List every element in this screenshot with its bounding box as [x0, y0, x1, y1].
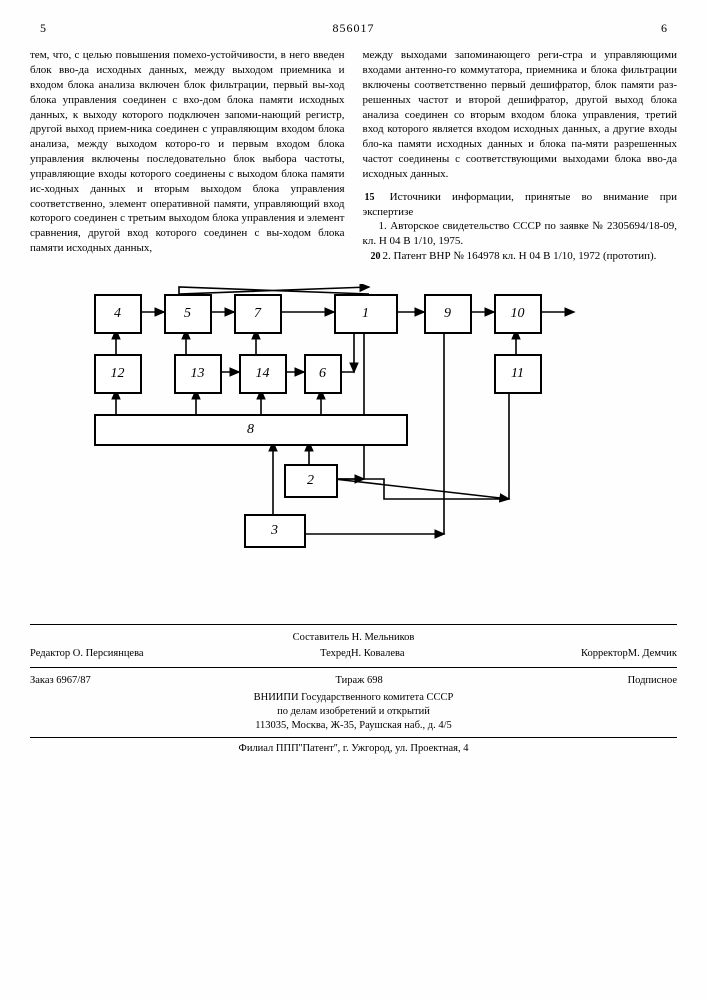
document-number: 856017	[333, 20, 375, 36]
footer-order: Заказ 6967/87	[30, 674, 91, 688]
diagram-box-13: 13	[174, 354, 222, 394]
diagram-box-9: 9	[424, 294, 472, 334]
page-num-right: 6	[661, 20, 667, 36]
footer-editor: Редактор О. Персиянцева	[30, 647, 144, 661]
diagram-box-2: 2	[284, 464, 338, 498]
diagram-box-12: 12	[94, 354, 142, 394]
footer-row-1: Редактор О. Персиянцева ТехредН. Ковалев…	[30, 645, 677, 663]
page-num-left: 5	[40, 20, 46, 36]
column-right: между выходами запоминающего реги-стра и…	[363, 48, 678, 264]
diagram-box-1: 1	[334, 294, 398, 334]
footer-filial: Филиал ППП''Патент'', г. Ужгород, ул. Пр…	[30, 742, 677, 756]
page-header: 5 856017 6	[30, 20, 677, 36]
diagram-box-6: 6	[304, 354, 342, 394]
footer-org1: ВНИИПИ Государственного комитета СССР	[30, 691, 677, 705]
block-diagram: 457 19 10 12 13 14 6 11 8 2 3	[64, 284, 644, 594]
sources-heading: 15 Источники информации, принятые во вни…	[363, 190, 678, 220]
footer: Составитель Н. Мельников Редактор О. Пер…	[30, 624, 677, 756]
footer-org2: по делам изобретений и открытий	[30, 705, 677, 719]
footer-tirage: Тираж 698	[335, 674, 382, 688]
col2-text: между выходами запоминающего реги-стра и…	[363, 49, 678, 180]
text-columns: тем, что, с целью повышения помехо-устой…	[30, 48, 677, 264]
footer-address: 113035, Москва, Ж-35, Раушская наб., д. …	[30, 719, 677, 733]
diagram-box-5: 5	[164, 294, 212, 334]
col1-text: тем, что, с целью повышения помехо-устой…	[30, 49, 345, 254]
diagram-box-8: 8	[94, 414, 408, 446]
footer-compiler: Составитель Н. Мельников	[30, 631, 677, 645]
footer-row-2: Заказ 6967/87 Тираж 698 Подписное	[30, 672, 677, 690]
source-2: 202. Патент ВНР № 164978 кл. H 04 B 1/10…	[363, 249, 678, 264]
diagram-box-10: 10	[494, 294, 542, 334]
footer-techred: ТехредН. Ковалева	[320, 647, 404, 661]
diagram-box-14: 14	[239, 354, 287, 394]
footer-subscription: Подписное	[628, 674, 677, 688]
column-left: тем, что, с целью повышения помехо-устой…	[30, 48, 345, 264]
diagram-box-7: 7	[234, 294, 282, 334]
diagram-box-3: 3	[244, 514, 306, 548]
diagram-box-4: 4	[94, 294, 142, 334]
diagram-box-11: 11	[494, 354, 542, 394]
footer-corrector: КорректорМ. Демчик	[581, 647, 677, 661]
source-1: 1. Авторское свидетельство СССР по заявк…	[363, 219, 678, 249]
